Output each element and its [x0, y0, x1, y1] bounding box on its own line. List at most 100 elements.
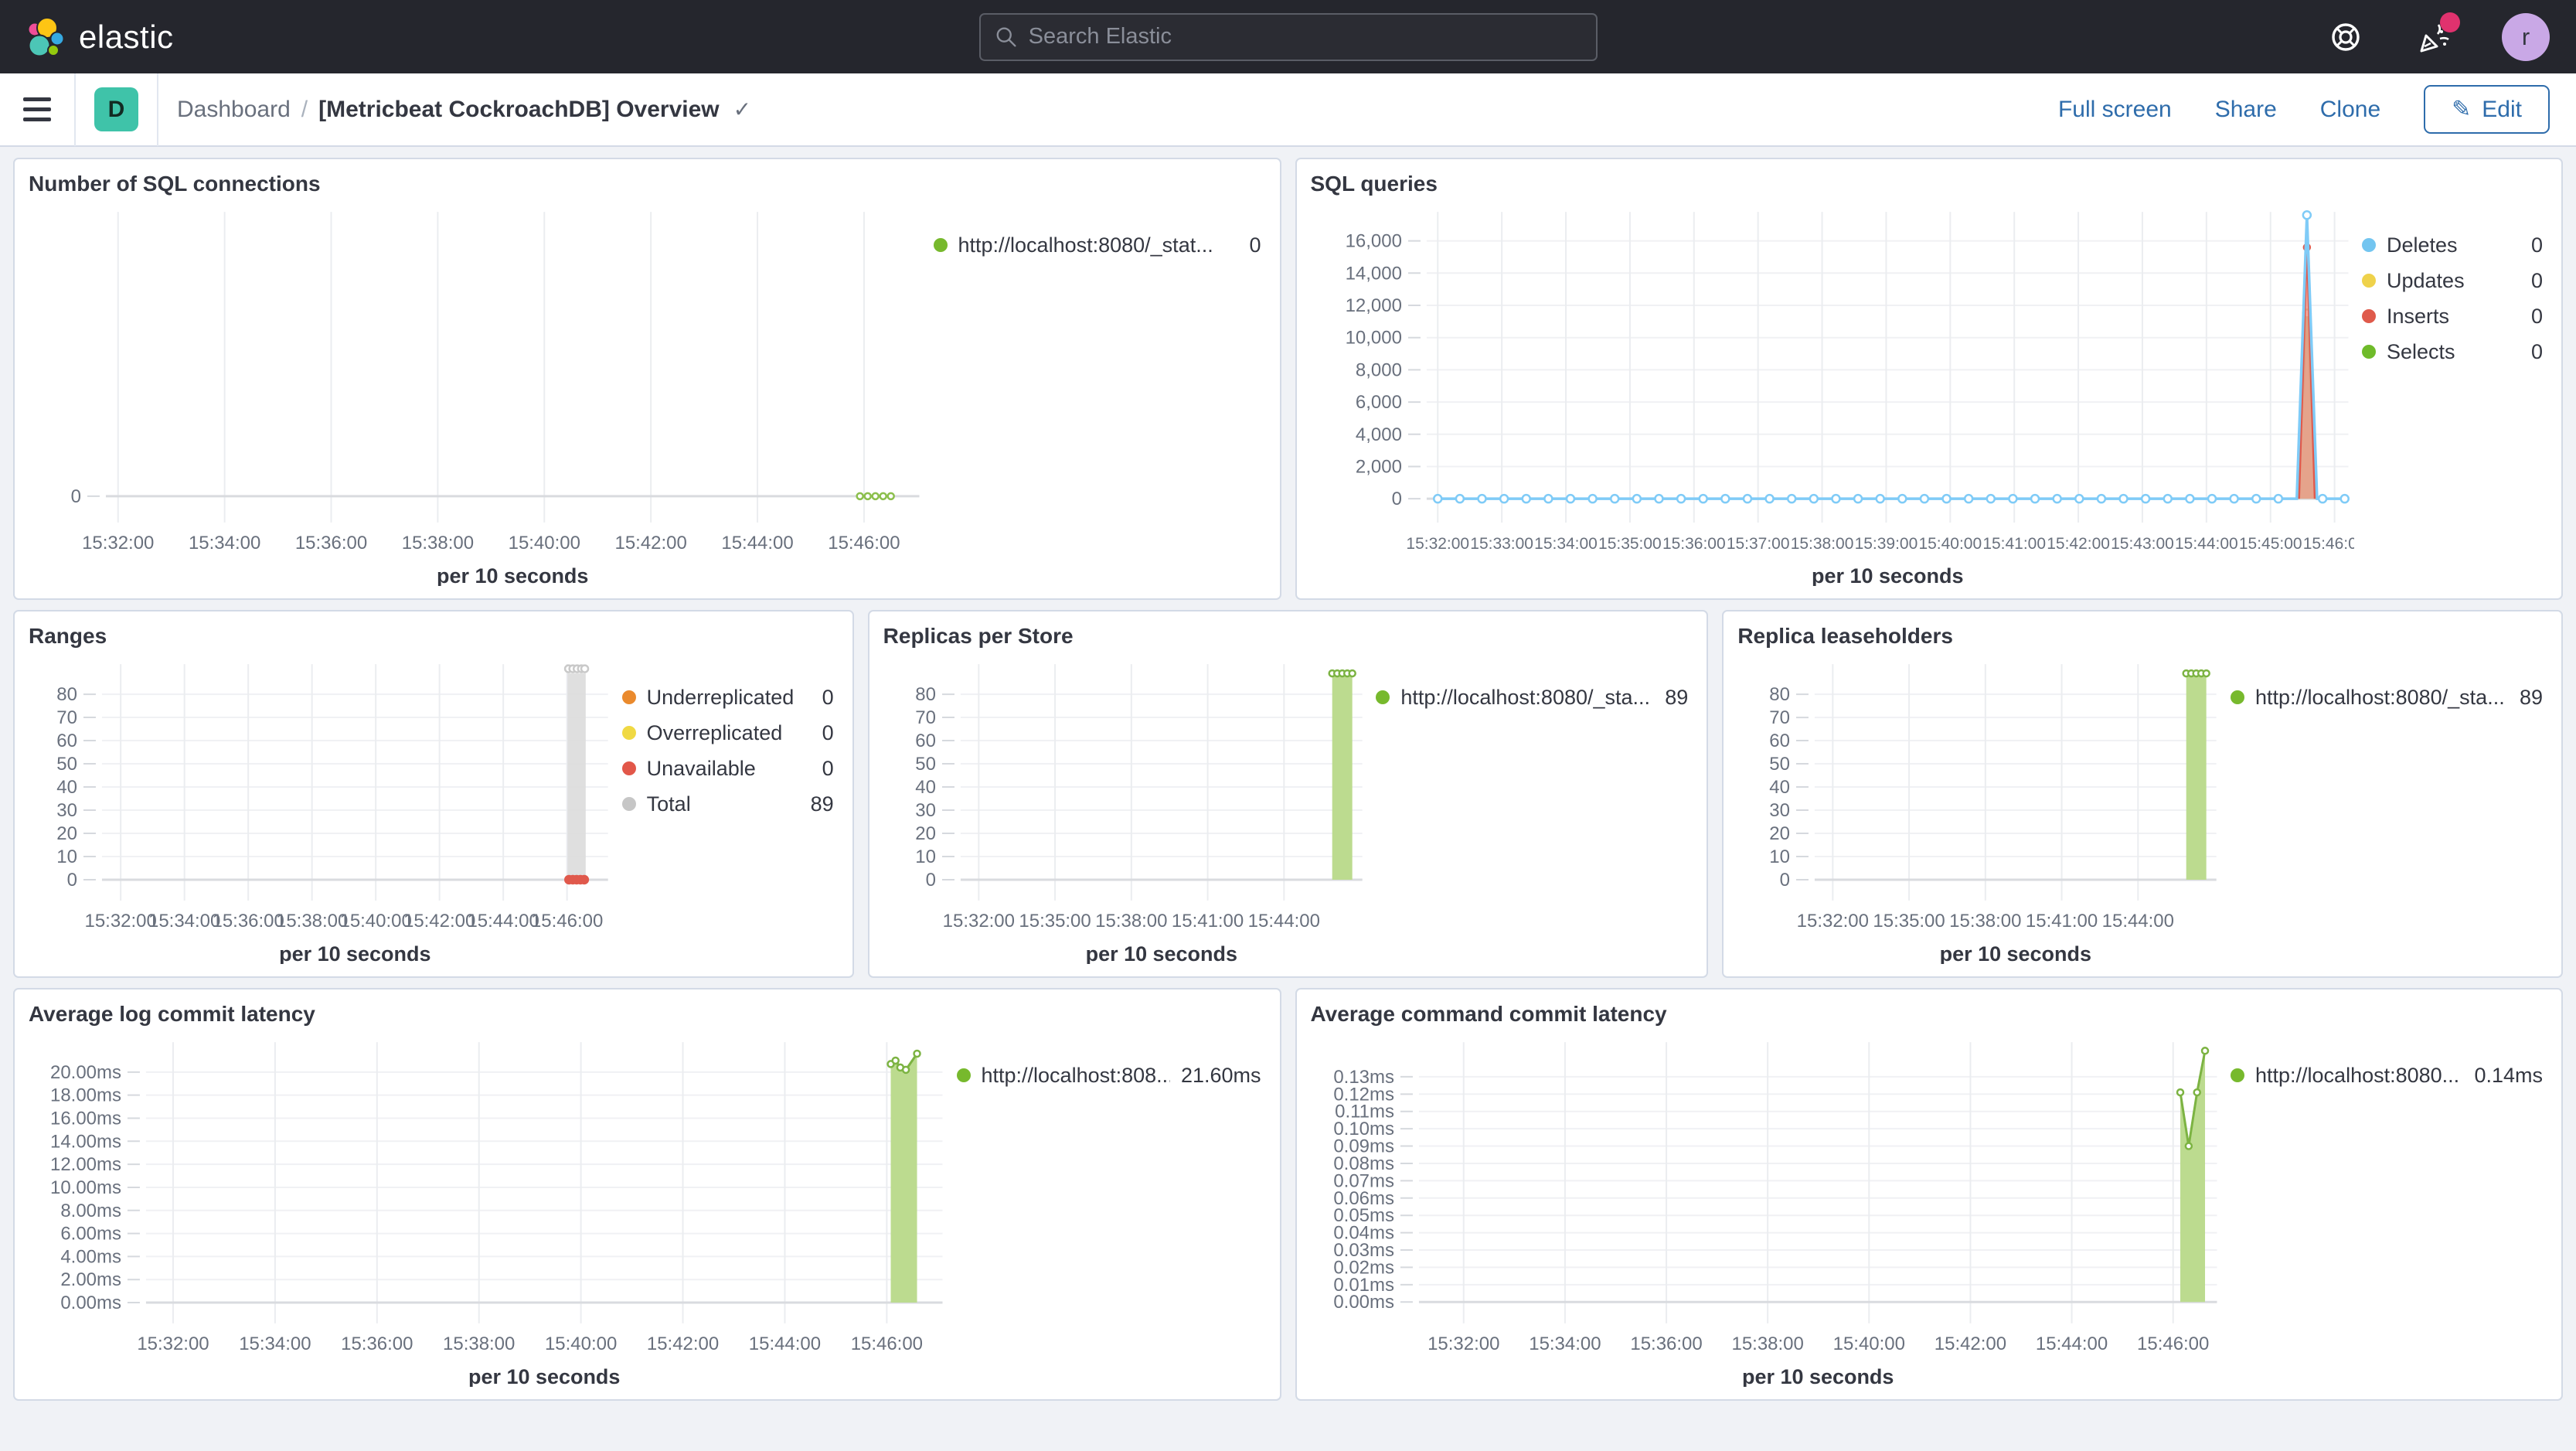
svg-text:per 10 seconds: per 10 seconds [1085, 942, 1237, 964]
chart-sql-queries[interactable]: 0 2,000 4,000 6,000 8,000 10,000 12,000 14,000 1… [1311, 199, 2355, 586]
svg-text:15:46:00: 15:46:00 [2302, 535, 2354, 553]
legend-item[interactable]: http://localhost:8080/_sta... 89 [2230, 680, 2543, 715]
edit-button[interactable]: ✎ Edit [2424, 85, 2550, 134]
legend-item[interactable]: Selects 0 [2362, 334, 2543, 370]
svg-text:16.00ms: 16.00ms [50, 1108, 121, 1129]
legend-item[interactable]: Deletes 0 [2362, 227, 2543, 263]
svg-text:15:36:00: 15:36:00 [341, 1333, 413, 1354]
legend-label: Deletes [2387, 233, 2458, 257]
legend-series-dot [2362, 238, 2376, 252]
svg-text:15:40:00: 15:40:00 [509, 533, 580, 553]
svg-text:15:38:00: 15:38:00 [1790, 535, 1853, 553]
svg-text:15:34:00: 15:34:00 [239, 1333, 311, 1354]
svg-text:50: 50 [915, 754, 936, 775]
space-badge[interactable]: D [94, 87, 138, 131]
panel-replicas-per-store: Replicas per Store 0 10 20 30 40 50 60 70 80 15:3… [867, 610, 1709, 978]
svg-text:0.13ms: 0.13ms [1333, 1067, 1394, 1088]
clone-button[interactable]: Clone [2319, 96, 2381, 122]
legend-series-dot [621, 761, 636, 775]
svg-text:10: 10 [915, 846, 936, 867]
user-avatar[interactable]: r [2502, 12, 2550, 61]
svg-text:15:34:00: 15:34:00 [1534, 535, 1598, 553]
svg-text:0.03ms: 0.03ms [1333, 1240, 1394, 1261]
svg-text:60: 60 [56, 731, 77, 751]
legend-value: 0 [1249, 233, 1261, 257]
svg-text:0.00ms: 0.00ms [1333, 1292, 1394, 1313]
elastic-logo-icon [27, 16, 65, 56]
chart-legend: http://localhost:8080/_sta... 89 [2223, 652, 2547, 964]
legend-label: Total [646, 792, 691, 816]
legend-item[interactable]: http://localhost:8080/_stat... 0 [933, 227, 1261, 263]
news-feed-button[interactable] [2414, 12, 2460, 57]
pencil-icon: ✎ [2452, 97, 2472, 122]
svg-text:0.02ms: 0.02ms [1333, 1257, 1394, 1278]
svg-text:15:38:00: 15:38:00 [1949, 911, 2021, 932]
svg-text:per 10 seconds: per 10 seconds [279, 942, 430, 964]
menu-button[interactable] [0, 73, 74, 146]
brand[interactable]: elastic [0, 16, 174, 58]
legend-item[interactable]: http://localhost:808... 21.60ms [956, 1058, 1261, 1093]
panel-ranges: Ranges 0 10 20 30 40 50 60 70 80 15:32:00 15:34:00… [13, 610, 854, 978]
search-input[interactable] [1028, 24, 1582, 49]
svg-text:0: 0 [67, 870, 77, 891]
legend-item[interactable]: Updates 0 [2362, 263, 2543, 298]
svg-text:0.11ms: 0.11ms [1335, 1102, 1394, 1122]
legend-label: Underreplicated [646, 685, 795, 709]
svg-text:12.00ms: 12.00ms [50, 1154, 121, 1175]
svg-text:15:44:00: 15:44:00 [2102, 911, 2174, 932]
panel-average-log-commit-latency: Average log commit latency 0.00ms 2.00ms 4… [13, 988, 1281, 1401]
panel-title: Number of SQL connections [29, 172, 321, 196]
life-buoy-icon [2332, 22, 2360, 51]
panel-number-of-sql-connections: Number of SQL connections 0 15:32:00 15:34… [13, 158, 1281, 600]
search-icon [996, 27, 1016, 46]
svg-text:15:35:00: 15:35:00 [1019, 911, 1091, 932]
chart-average-command-commit-latency[interactable]: 0.00ms0.01ms0.02ms0.03ms0.04ms0.05ms0.06… [1311, 1030, 2224, 1387]
legend-series-dot [1376, 690, 1390, 704]
svg-text:15:34:00: 15:34:00 [189, 533, 260, 553]
svg-text:15:35:00: 15:35:00 [1873, 911, 1945, 932]
breadcrumb: Dashboard / [Metricbeat CockroachDB] Ove… [158, 97, 751, 123]
chart-legend: Deletes 0 Updates 0 Inserts 0 Selects 0 [2354, 199, 2547, 586]
global-header: elastic [0, 0, 2576, 73]
breadcrumb-dashboard-link[interactable]: Dashboard [177, 96, 291, 122]
svg-text:15:34:00: 15:34:00 [148, 911, 220, 932]
svg-text:per 10 seconds: per 10 seconds [1742, 1365, 1894, 1387]
svg-text:15:45:00: 15:45:00 [2238, 535, 2302, 553]
legend-item[interactable]: http://localhost:8080... 0.14ms [2231, 1058, 2543, 1093]
legend-item[interactable]: Inserts 0 [2362, 298, 2543, 334]
legend-label: http://localhost:8080/_sta... [1400, 685, 1651, 709]
svg-text:2.00ms: 2.00ms [60, 1269, 121, 1290]
chart-number-of-sql-connections[interactable]: 0 15:32:00 15:34:00 15:36:00 15:38:00 15:40:0… [29, 199, 926, 586]
panel-title: Average log commit latency [29, 1002, 315, 1026]
global-search[interactable] [978, 12, 1598, 61]
svg-text:15:32:00: 15:32:00 [1428, 1333, 1499, 1354]
share-button[interactable]: Share [2214, 96, 2277, 122]
svg-text:15:40:00: 15:40:00 [1918, 535, 1982, 553]
svg-text:4.00ms: 4.00ms [60, 1246, 121, 1267]
svg-text:50: 50 [56, 754, 77, 775]
legend-item[interactable]: Total 89 [621, 786, 834, 822]
legend-item[interactable]: Overreplicated 0 [621, 715, 834, 751]
help-button[interactable] [2326, 17, 2366, 57]
full-screen-button[interactable]: Full screen [2057, 96, 2172, 122]
svg-text:18.00ms: 18.00ms [50, 1085, 121, 1106]
svg-text:0.04ms: 0.04ms [1333, 1223, 1394, 1244]
svg-text:15:36:00: 15:36:00 [1662, 535, 1725, 553]
legend-item[interactable]: Unavailable 0 [621, 751, 834, 786]
svg-text:30: 30 [915, 800, 936, 821]
toolbar-divider [157, 73, 158, 146]
panel-replica-leaseholders: Replica leaseholders 0 10 20 30 40 50 60 70 80 15… [1722, 610, 2563, 978]
breadcrumb-separator: / [301, 96, 308, 122]
svg-text:15:38:00: 15:38:00 [1731, 1333, 1803, 1354]
legend-item[interactable]: http://localhost:8080/_sta... 89 [1376, 680, 1688, 715]
svg-text:15:46:00: 15:46:00 [2137, 1333, 2209, 1354]
svg-text:0: 0 [71, 486, 81, 507]
svg-text:80: 80 [915, 684, 936, 705]
legend-item[interactable]: Underreplicated 0 [621, 680, 834, 715]
svg-text:60: 60 [915, 731, 936, 751]
svg-text:15:32:00: 15:32:00 [1797, 911, 1869, 932]
